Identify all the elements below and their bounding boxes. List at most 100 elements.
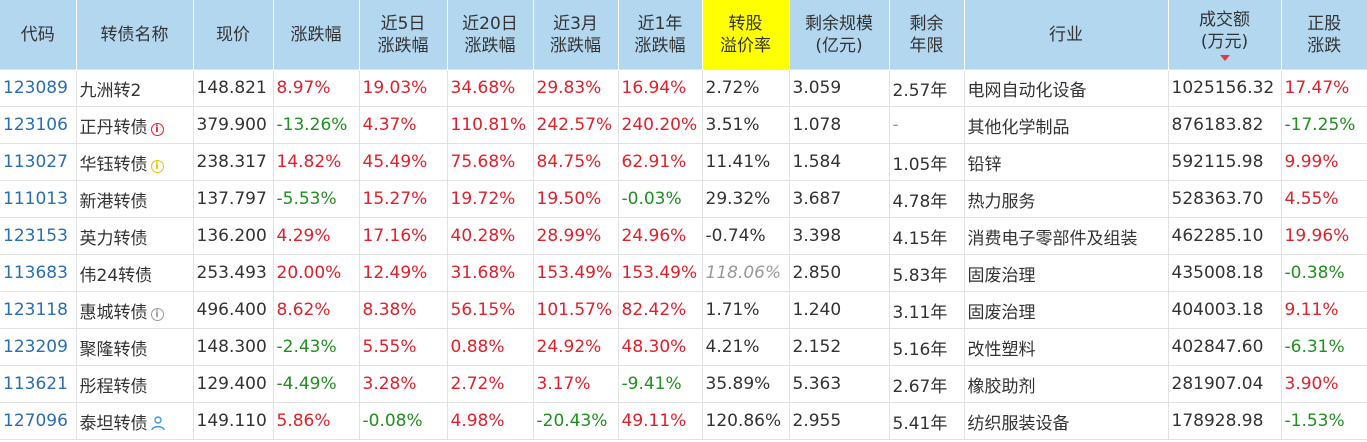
cell-name[interactable]: 华钰转债 i — [75, 143, 193, 181]
term-value: 4.15年 — [892, 228, 948, 249]
table-row[interactable]: 123106 正丹转债 i 379.900 -13.26% 4.37% 110.81% 242… — [0, 106, 1367, 144]
col-industry[interactable]: 行业 — [963, 0, 1168, 70]
change-3m-value: 19.50% — [536, 189, 602, 209]
stock-change-value: 4.55% — [1284, 189, 1339, 209]
cell-code[interactable]: 123118 — [0, 291, 76, 329]
cell-change-3m: 242.57% — [532, 106, 618, 144]
change-3m-value: 153.49% — [536, 263, 613, 283]
cell-change-20d: 34.68% — [446, 69, 533, 107]
col-stock-change[interactable]: 正股 涨跌 — [1280, 0, 1367, 70]
industry-value: 电网自动化设备 — [967, 80, 1087, 101]
scale-value: 1.078 — [792, 115, 842, 135]
code-value: 123106 — [3, 115, 68, 135]
cell-scale: 1.240 — [788, 291, 889, 329]
cell-code[interactable]: 123089 — [0, 69, 76, 107]
cell-name[interactable]: 聚隆转债 — [75, 328, 193, 366]
code-value: 113621 — [3, 374, 68, 394]
cell-change: -4.49% — [272, 365, 359, 403]
cell-price: 253.493 — [192, 254, 273, 292]
col-scale[interactable]: 剩余规模 (亿元) — [788, 0, 889, 70]
table-row[interactable]: 123209 聚隆转债 148.300 -2.43% 5.55% 0.88% 24.92% 4… — [0, 328, 1367, 366]
price-value: 148.300 — [196, 337, 267, 357]
cell-name[interactable]: 九洲转2 — [75, 69, 193, 107]
cell-code[interactable]: 127096 — [0, 402, 76, 440]
cell-term: 4.78年 — [888, 180, 964, 218]
cell-volume: 592115.98 — [1167, 143, 1281, 181]
col-change[interactable]: 涨跌幅 — [272, 0, 359, 70]
cell-code[interactable]: 123209 — [0, 328, 76, 366]
cell-name[interactable]: 伟24转债 — [75, 254, 193, 292]
volume-value: 281907.04 — [1171, 374, 1264, 394]
table-row[interactable]: 111013 新港转债 137.797 -5.53% 15.27% 19.72% 19.50… — [0, 180, 1367, 218]
user-icon[interactable] — [150, 415, 166, 431]
change-5d-value: 19.03% — [362, 78, 428, 98]
cell-code[interactable]: 123153 — [0, 217, 76, 255]
cell-code[interactable]: 113683 — [0, 254, 76, 292]
table-row[interactable]: 113621 彤程转债 129.400 -4.49% 3.28% 2.72% 3.17% -9… — [0, 365, 1367, 403]
cell-change-3m: 3.17% — [532, 365, 618, 403]
cell-name[interactable]: 英力转债 — [75, 217, 193, 255]
col-name[interactable]: 转债名称 — [75, 0, 193, 70]
cell-name[interactable]: 惠城转债 i — [75, 291, 193, 329]
change-5d-value: 5.55% — [362, 337, 417, 357]
cell-name[interactable]: 正丹转债 i — [75, 106, 193, 144]
cell-change-5d: 17.16% — [358, 217, 447, 255]
cell-premium: 118.06% — [701, 254, 789, 292]
change-20d-value: 2.72% — [450, 374, 505, 394]
term-value: - — [892, 115, 899, 135]
table-row[interactable]: 123089 九洲转2 148.821 8.97% 19.03% 34.68% 29.83%… — [0, 69, 1367, 107]
table-row[interactable]: 113683 伟24转债 253.493 20.00% 12.49% 31.68% 153.… — [0, 254, 1367, 292]
col-change-20d[interactable]: 近20日 涨跌幅 — [446, 0, 533, 70]
cell-change: -2.43% — [272, 328, 359, 366]
cell-name[interactable]: 泰坦转债 — [75, 402, 193, 440]
cell-price: 496.400 — [192, 291, 273, 329]
cell-code[interactable]: 113621 — [0, 365, 76, 403]
col-term[interactable]: 剩余 年限 — [888, 0, 964, 70]
scale-value: 1.240 — [792, 300, 842, 320]
yellow-info-icon[interactable]: i — [150, 159, 164, 173]
change-5d-value: 17.16% — [362, 226, 428, 246]
cell-code[interactable]: 113027 — [0, 143, 76, 181]
col-volume[interactable]: 成交额 (万元) — [1167, 0, 1281, 70]
table-row[interactable]: 113027 华钰转债 i 238.317 14.82% 45.49% 75.68% 84.7… — [0, 143, 1367, 181]
table-row[interactable]: 123153 英力转债 136.200 4.29% 17.16% 40.28% 28.99%… — [0, 217, 1367, 255]
cell-scale: 3.398 — [788, 217, 889, 255]
name-value: 华钰转债 — [79, 154, 148, 175]
cell-code[interactable]: 123106 — [0, 106, 76, 144]
cell-industry: 固废治理 — [963, 254, 1168, 292]
col-change-3m[interactable]: 近3月 涨跌幅 — [532, 0, 618, 70]
col-code[interactable]: 代码 — [0, 0, 76, 70]
code-value: 127096 — [3, 411, 68, 431]
stock-change-value: 9.11% — [1284, 300, 1339, 320]
cell-stock-change: -0.38% — [1280, 254, 1367, 292]
cell-change-3m: 153.49% — [532, 254, 618, 292]
table-row[interactable]: 123118 惠城转债 i 496.400 8.62% 8.38% 56.15% 101.57… — [0, 291, 1367, 329]
cell-scale: 2.850 — [788, 254, 889, 292]
cell-price: 238.317 — [192, 143, 273, 181]
cell-term: 4.15年 — [888, 217, 964, 255]
stock-change-value: -0.38% — [1284, 263, 1345, 283]
cell-change-5d: -0.08% — [358, 402, 447, 440]
industry-value: 固废治理 — [967, 302, 1036, 323]
stock-change-value: 19.96% — [1284, 226, 1350, 246]
cell-code[interactable]: 111013 — [0, 180, 76, 218]
cell-change-5d: 5.55% — [358, 328, 447, 366]
price-value: 137.797 — [196, 189, 267, 209]
col-change-5d[interactable]: 近5日 涨跌幅 — [358, 0, 447, 70]
col-premium[interactable]: 转股 溢价率 — [701, 0, 789, 70]
change-1y-value: 82.42% — [621, 300, 687, 320]
cell-change-1y: 240.20% — [617, 106, 702, 144]
change-1y-value: 49.11% — [621, 411, 687, 431]
col-price[interactable]: 现价 — [192, 0, 273, 70]
gray-info-icon[interactable]: i — [150, 307, 164, 321]
col-change-1y[interactable]: 近1年 涨跌幅 — [617, 0, 702, 70]
code-value: 123118 — [3, 300, 68, 320]
table-row[interactable]: 127096 泰坦转债 149.110 5.86% -0.08% 4.98% -20.43%… — [0, 402, 1367, 440]
red-info-icon[interactable]: i — [150, 122, 164, 136]
cell-name[interactable]: 彤程转债 — [75, 365, 193, 403]
cell-name[interactable]: 新港转债 — [75, 180, 193, 218]
cell-change-20d: 110.81% — [446, 106, 533, 144]
cell-term: 5.83年 — [888, 254, 964, 292]
price-value: 379.900 — [196, 115, 267, 135]
change-20d-value: 110.81% — [450, 115, 527, 135]
